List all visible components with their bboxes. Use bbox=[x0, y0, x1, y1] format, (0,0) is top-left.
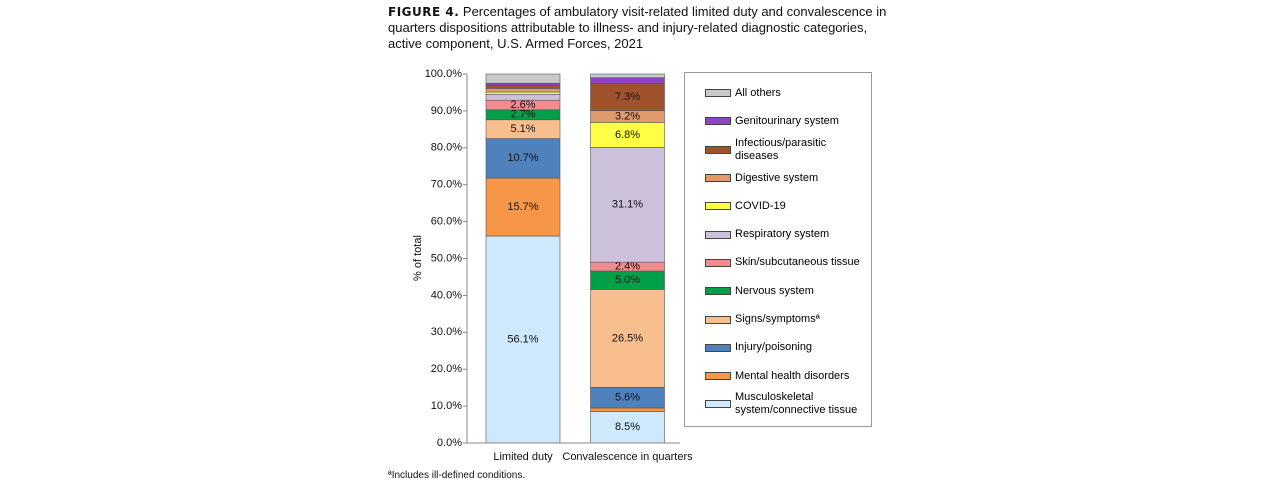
legend: All others Genitourinary system Infectious… bbox=[684, 72, 872, 427]
legend-label: Skin/subcutaneous tissue bbox=[735, 256, 860, 269]
y-tick-label: 60.0% bbox=[431, 216, 462, 228]
legend-item: Skin/subcutaneous tissue bbox=[705, 249, 871, 277]
bar-segment bbox=[590, 289, 665, 388]
legend-item: Signs/symptomsª bbox=[705, 305, 871, 333]
value-label: 5.0% bbox=[615, 274, 640, 286]
legend-item: All others bbox=[705, 79, 871, 107]
legend-swatch bbox=[705, 287, 731, 296]
legend-item: Respiratory system bbox=[705, 220, 871, 248]
y-tick-label: 30.0% bbox=[431, 326, 462, 338]
bar-segment bbox=[590, 83, 665, 111]
y-tick-label: 100.0% bbox=[425, 68, 463, 80]
legend-item: Injury/poisoning bbox=[705, 334, 871, 362]
legend-label: Signs/symptomsª bbox=[735, 313, 820, 326]
legend-swatch bbox=[705, 89, 731, 98]
y-tick-label: 0.0% bbox=[437, 437, 462, 449]
value-label: 8.5% bbox=[615, 421, 640, 433]
x-tick-label: Convalescence in quarters bbox=[562, 451, 693, 463]
legend-item: Musculoskeletal system/connective tissue bbox=[705, 390, 871, 418]
y-tick-label: 50.0% bbox=[431, 252, 462, 264]
bar-segment bbox=[590, 73, 665, 78]
y-tick-label: 80.0% bbox=[431, 142, 462, 154]
value-label: 7.3% bbox=[615, 91, 640, 103]
bar-segment bbox=[485, 88, 561, 93]
legend-label: Respiratory system bbox=[735, 228, 830, 241]
legend-label: Musculoskeletal system/connective tissue bbox=[735, 391, 858, 417]
value-label: 3.2% bbox=[615, 110, 640, 122]
value-label: 2.6% bbox=[510, 99, 535, 111]
legend-label: Genitourinary system bbox=[735, 114, 839, 127]
legend-item: Nervous system bbox=[705, 277, 871, 305]
figure-label: FIGURE 4. bbox=[388, 5, 460, 19]
bar-segment bbox=[485, 138, 561, 179]
value-label: 10.7% bbox=[507, 152, 538, 164]
legend-swatch bbox=[705, 315, 731, 324]
legend-item: Infectious/parasitic diseases bbox=[705, 136, 871, 164]
legend-label: Nervous system bbox=[735, 284, 814, 297]
value-label: 15.7% bbox=[507, 201, 538, 213]
legend-swatch bbox=[705, 174, 731, 183]
legend-label: Mental health disorders bbox=[735, 369, 850, 382]
legend-item: Genitourinary system bbox=[705, 107, 871, 135]
bar-segment bbox=[590, 122, 665, 148]
legend-label: Digestive system bbox=[735, 171, 819, 184]
value-label: 2.7% bbox=[510, 109, 535, 121]
y-tick-label: 40.0% bbox=[431, 289, 462, 301]
y-tick-label: 20.0% bbox=[431, 363, 462, 375]
x-tick-label: Limited duty bbox=[493, 451, 553, 463]
legend-label: Infectious/parasitic diseases bbox=[735, 136, 827, 162]
value-label: 5.1% bbox=[510, 123, 535, 135]
y-axis-label: % of total bbox=[412, 235, 424, 281]
bar-segment bbox=[590, 411, 665, 444]
value-label: 6.8% bbox=[615, 129, 640, 141]
legend-swatch bbox=[705, 230, 731, 239]
bar-segment bbox=[485, 85, 561, 89]
value-label: 31.1% bbox=[612, 199, 643, 211]
legend-swatch bbox=[705, 202, 731, 211]
legend-swatch bbox=[705, 400, 731, 409]
legend-item: COVID-19 bbox=[705, 192, 871, 220]
bar-segment bbox=[590, 147, 665, 263]
bar-segment bbox=[590, 407, 665, 412]
y-tick-label: 10.0% bbox=[431, 400, 462, 412]
legend-item: Digestive system bbox=[705, 164, 871, 192]
legend-label: COVID-19 bbox=[735, 199, 786, 212]
legend-label: Injury/poisoning bbox=[735, 341, 813, 354]
value-label: 2.4% bbox=[615, 261, 640, 273]
value-label: 5.6% bbox=[615, 392, 640, 404]
bar-segment bbox=[485, 91, 561, 95]
value-label: 56.1% bbox=[507, 333, 538, 345]
title-text: Percentages of ambulatory visit-related … bbox=[388, 4, 887, 51]
legend-swatch bbox=[705, 117, 731, 126]
footnote: ªIncludes ill-defined conditions. bbox=[388, 470, 526, 481]
chart-title: FIGURE 4. Percentages of ambulatory visi… bbox=[388, 4, 900, 52]
bar-segment bbox=[590, 77, 665, 84]
y-tick-label: 70.0% bbox=[431, 179, 462, 191]
legend-swatch bbox=[705, 145, 731, 154]
bar-segment bbox=[485, 73, 561, 84]
legend-label: All others bbox=[735, 86, 781, 99]
y-tick-label: 90.0% bbox=[431, 105, 462, 117]
legend-item: Mental health disorders bbox=[705, 362, 871, 390]
value-label: 26.5% bbox=[612, 332, 643, 344]
legend-swatch bbox=[705, 372, 731, 381]
bar-segment bbox=[485, 93, 561, 101]
legend-swatch bbox=[705, 343, 731, 352]
legend-swatch bbox=[705, 258, 731, 267]
bar-segment bbox=[485, 177, 561, 237]
bar-segment bbox=[485, 82, 561, 86]
